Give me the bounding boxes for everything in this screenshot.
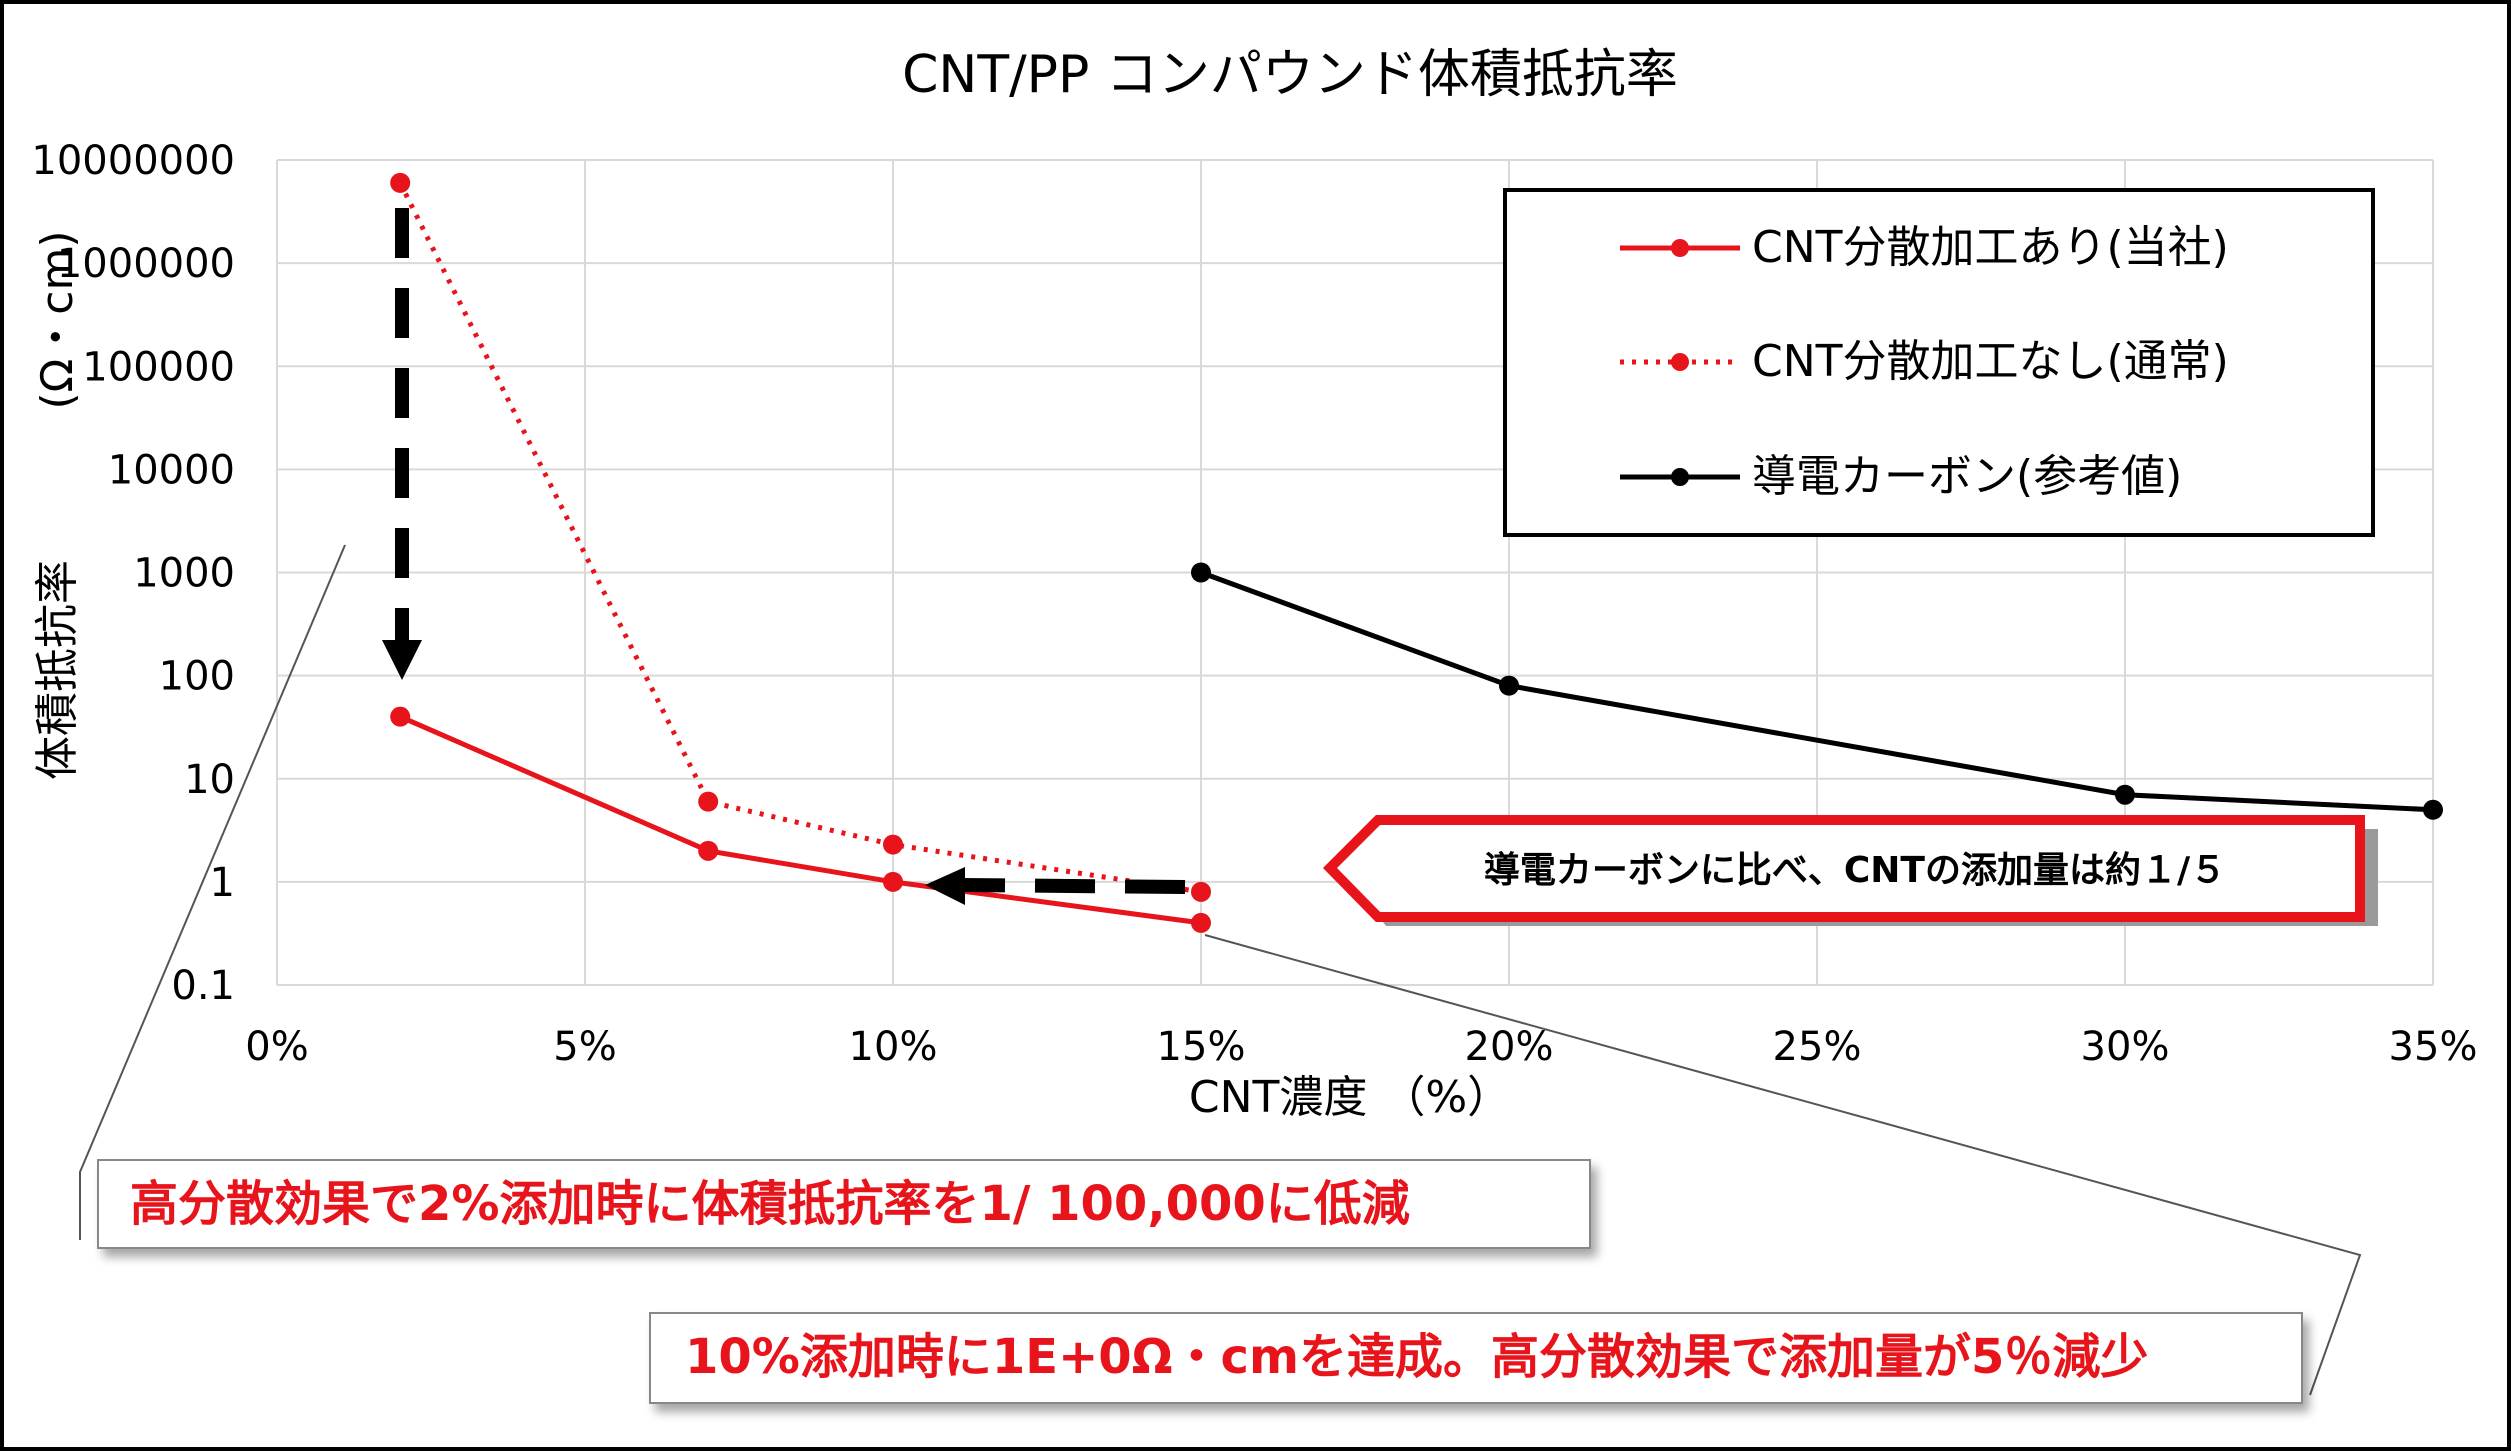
y-tick-label: 1000: [133, 551, 235, 597]
x-tick-label: 0%: [245, 1024, 308, 1070]
callout-text: 導電カーボンに比べ、CNTの添加量は約１/５: [1484, 850, 2226, 891]
x-axis-ticks: 0% 5% 10% 15% 20% 25% 30% 35%: [245, 1024, 2477, 1070]
leader-line-2pct: [79, 544, 346, 1240]
y-tick-label: 0.1: [171, 963, 235, 1009]
data-point: [1499, 675, 1519, 696]
callout-text: 高分散効果で2%添加時に体積抵抗率を1/ 100,000に低減: [130, 1176, 1410, 1232]
series-1: [390, 172, 1211, 902]
legend-item-carbon: 導電カーボン(参考値): [1620, 451, 2182, 502]
x-tick-label: 35%: [2389, 1024, 2478, 1070]
data-point: [1191, 562, 1211, 583]
callout-arrow-box: [1322, 815, 2365, 922]
data-point: [390, 172, 411, 193]
y-axis-unit: (Ω・cm): [32, 230, 83, 409]
series-layer: [390, 172, 2443, 933]
data-point: [390, 706, 411, 727]
data-point: [2423, 799, 2443, 820]
legend-item-normal: CNT分散加工なし(通常): [1620, 336, 2229, 387]
legend-label: CNT分散加工あり(当社): [1752, 222, 2229, 273]
x-tick-label: 5%: [553, 1024, 616, 1070]
legend: CNT分散加工あり(当社) CNT分散加工なし(通常) 導電カーボン(参考値): [1503, 188, 2375, 537]
leader-line-10pct: [1204, 934, 2362, 1396]
left-arrow-shaft: [959, 878, 1186, 894]
legend-swatch-marker: [1671, 353, 1689, 371]
data-point: [883, 871, 903, 892]
legend-label: CNT分散加工なし(通常): [1752, 336, 2229, 387]
down-arrow-head: [382, 640, 422, 680]
y-tick-label: 10000000: [31, 138, 235, 184]
series-2: [1191, 562, 2443, 820]
left-arrow-head: [925, 867, 965, 905]
callout-10pct: 10%添加時に1E+0Ω・cmを達成。高分散効果で添加量が5％減少: [649, 1312, 2303, 1404]
data-point: [883, 834, 903, 855]
x-tick-label: 20%: [1465, 1024, 1554, 1070]
x-tick-label: 25%: [1773, 1024, 1862, 1070]
x-axis-title: CNT濃度 （%）: [1189, 1072, 1511, 1123]
y-tick-label: 10000: [108, 447, 235, 493]
series-line: [399, 714, 1202, 926]
callout-carbon-compare: 導電カーボンに比べ、CNTの添加量は約１/５: [1322, 815, 2378, 926]
legend-swatch-marker: [1671, 239, 1689, 257]
legend-swatch-marker: [1671, 468, 1689, 486]
series-0: [390, 706, 1211, 933]
y-tick-label: 100000: [82, 344, 235, 390]
series-line: [1200, 570, 2434, 813]
y-tick-label: 1: [210, 860, 235, 906]
callout-text: 10%添加時に1E+0Ω・cmを達成。高分散効果で添加量が5％減少: [685, 1329, 2148, 1385]
callout-box: [649, 1312, 2303, 1404]
y-tick-label: 100: [159, 654, 235, 700]
data-point: [1191, 881, 1211, 902]
data-point: [1191, 912, 1211, 933]
data-point: [698, 840, 719, 861]
callout-box: [97, 1159, 1591, 1249]
x-tick-label: 30%: [2081, 1024, 2170, 1070]
y-axis-ticks: 0.1 1 10 100 1000 10000 100000 1000000 10000000: [31, 138, 235, 1009]
chart-title: CNT/PP コンパウンド体積抵抗率: [902, 45, 1678, 105]
data-point: [2115, 784, 2135, 805]
y-tick-label: 10: [184, 757, 235, 803]
x-tick-label: 10%: [849, 1024, 938, 1070]
legend-label: 導電カーボン(参考値): [1752, 451, 2182, 502]
annotation-arrows: [382, 208, 1186, 905]
x-tick-label: 15%: [1157, 1024, 1246, 1070]
y-axis-title: 体積抵抗率: [32, 560, 83, 780]
y-axis-title-group: 体積抵抗率 (Ω・cm): [32, 230, 83, 780]
data-point: [698, 791, 719, 812]
legend-item-dispersed: CNT分散加工あり(当社): [1620, 222, 2229, 273]
callout-2pct: 高分散効果で2%添加時に体積抵抗率を1/ 100,000に低減: [97, 1159, 1591, 1249]
y-tick-label: 1000000: [57, 241, 235, 287]
